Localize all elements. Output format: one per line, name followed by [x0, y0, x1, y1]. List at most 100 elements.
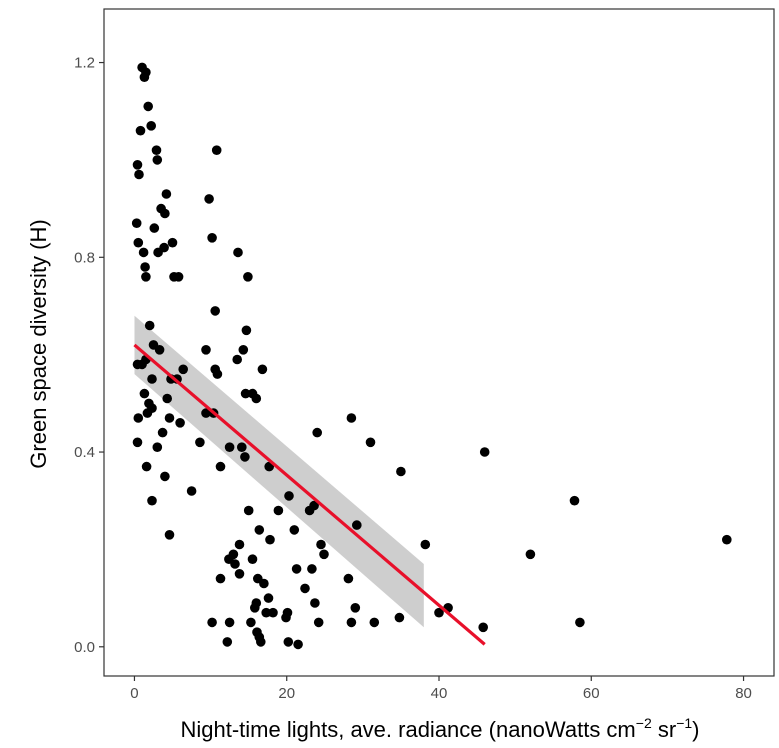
data-point: [307, 564, 317, 574]
data-point: [247, 554, 258, 564]
data-point: [222, 637, 233, 647]
data-point: [167, 237, 178, 248]
data-point: [153, 247, 163, 258]
data-point: [313, 617, 324, 628]
data-point: [139, 388, 150, 399]
x-tick-label: 20: [278, 685, 295, 702]
data-point: [195, 437, 205, 448]
data-point: [151, 145, 162, 155]
data-point: [137, 359, 147, 370]
data-point: [310, 598, 320, 608]
trend-line: [133, 343, 486, 646]
data-point: [343, 573, 354, 584]
data-point: [175, 418, 185, 428]
data-point: [282, 607, 293, 618]
data-point: [350, 603, 361, 613]
data-point: [147, 374, 157, 384]
plot-panel: [103, 8, 775, 677]
y-tick-label: 0.4: [74, 444, 95, 461]
y-tick-label: 0.0: [74, 639, 95, 656]
data-point: [240, 452, 250, 462]
data-point: [161, 189, 172, 199]
data-point: [346, 617, 357, 628]
data-point: [162, 393, 172, 404]
data-point: [251, 393, 262, 404]
data-point: [309, 500, 319, 511]
data-point: [420, 539, 431, 550]
data-point: [133, 413, 144, 423]
data-point: [173, 272, 184, 282]
x-axis-title: Night-time lights, ave. radiance (nanoWa…: [181, 715, 700, 742]
data-point: [243, 272, 253, 282]
data-point: [291, 564, 302, 574]
data-point: [259, 578, 269, 589]
data-point: [146, 121, 156, 131]
data-point: [201, 408, 211, 418]
data-point: [141, 67, 151, 78]
data-point: [207, 617, 217, 628]
data-point: [722, 534, 732, 545]
data-point: [263, 593, 274, 603]
data-point: [352, 520, 362, 530]
data-point: [300, 583, 310, 594]
data-point: [133, 237, 144, 248]
data-point: [207, 233, 217, 243]
data-point: [215, 461, 226, 472]
data-point: [143, 101, 153, 112]
data-point: [152, 155, 163, 165]
data-point: [142, 408, 153, 418]
data-point: [255, 637, 266, 647]
data-point: [160, 471, 170, 482]
data-point: [394, 612, 405, 623]
data-point: [132, 437, 143, 448]
data-point: [132, 160, 143, 170]
data-point: [261, 607, 272, 618]
data-point: [204, 194, 214, 204]
data-point: [160, 208, 170, 219]
y-tick-label: 1.2: [74, 55, 95, 72]
data-point: [164, 530, 175, 540]
data-point: [238, 345, 249, 355]
data-point: [396, 466, 406, 477]
data-point: [212, 369, 223, 379]
data-point: [154, 345, 165, 355]
data-point: [284, 491, 294, 501]
data-point: [283, 637, 294, 647]
data-point: [268, 607, 278, 618]
data-point: [293, 639, 303, 650]
data-point: [273, 505, 284, 516]
data-point: [141, 272, 151, 282]
x-axis-title-mid: sr: [652, 717, 676, 742]
y-axis: 0.0 0.4 0.8 1.2: [74, 55, 104, 656]
data-point: [240, 388, 251, 399]
data-point: [224, 442, 235, 453]
data-point: [569, 495, 580, 506]
confidence-band: [134, 315, 424, 628]
data-point: [186, 486, 197, 496]
data-point: [135, 125, 146, 136]
data-point: [138, 247, 149, 258]
data-point: [201, 345, 211, 355]
data-point: [149, 223, 160, 233]
x-axis-title-end: ): [692, 717, 699, 742]
data-point: [243, 505, 254, 516]
data-point: [265, 534, 275, 545]
data-point: [144, 320, 155, 331]
data-point: [241, 325, 252, 336]
data-point: [147, 495, 157, 506]
x-axis: 0 20 40 60 80: [130, 676, 752, 702]
x-axis-title-sup1: −2: [636, 715, 652, 731]
data-points-layer: [131, 62, 732, 650]
data-point: [254, 525, 265, 535]
data-point: [157, 427, 168, 438]
data-point: [479, 447, 490, 457]
data-point: [131, 218, 142, 228]
x-tick-label: 0: [130, 685, 138, 702]
data-point: [232, 354, 242, 365]
data-point: [250, 603, 260, 613]
data-point: [525, 549, 536, 560]
data-point: [178, 364, 188, 375]
y-tick-label: 0.8: [74, 249, 95, 266]
data-point: [346, 413, 357, 423]
